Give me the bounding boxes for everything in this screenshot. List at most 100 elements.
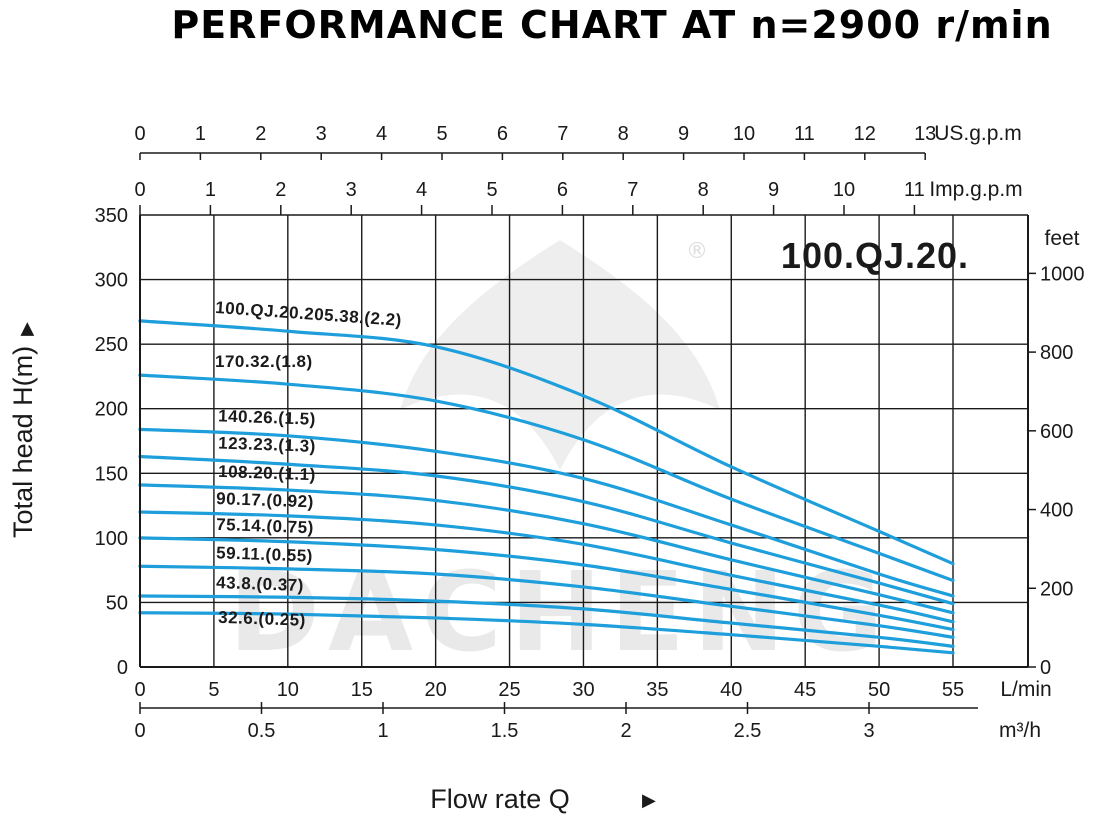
- y-tick-label: 50: [106, 592, 128, 614]
- feet-tick-label: 400: [1040, 500, 1073, 522]
- grid: [140, 214, 1028, 667]
- watermark: DACHENG ®: [229, 239, 892, 676]
- us-gpm-tick-label: 4: [376, 123, 387, 145]
- feet-tick-label: 200: [1040, 578, 1073, 600]
- imp-gpm-tick-label: 9: [768, 179, 779, 201]
- trademark-symbol: ®: [686, 239, 708, 264]
- curve-series: [138, 319, 955, 566]
- x-tick-label: 20: [425, 679, 447, 701]
- x-tick-label: 0: [134, 679, 145, 701]
- imp-gpm-tick-label: 0: [134, 179, 145, 201]
- x-tick-label: 50: [868, 679, 890, 701]
- curve-series: [138, 454, 955, 606]
- us-gpm-tick-label: 0: [134, 123, 145, 145]
- curve-label: 90.17.(0.92): [216, 489, 314, 511]
- imp-gpm-tick-label: 6: [557, 179, 568, 201]
- y-axis-label: Total head H(m) ▶: [8, 322, 38, 538]
- m3h-tick-label: 1.5: [491, 720, 519, 742]
- m3h-tick-label: 0: [134, 720, 145, 742]
- curve-label: 75.14.(0.75): [216, 515, 314, 537]
- x-tick-label: 10: [277, 679, 299, 701]
- feet-tick-label: 600: [1040, 421, 1073, 443]
- curve-label: 140.26.(1.5): [218, 406, 316, 428]
- plot-frame: [139, 215, 1029, 668]
- feet-tick-label: 0: [1040, 657, 1051, 679]
- x-tick-label: 45: [794, 679, 816, 701]
- y-tick-label: 150: [95, 463, 128, 485]
- performance-curves: [138, 319, 955, 655]
- curve-series: [138, 564, 955, 639]
- y-axis-arrow-icon: ▶: [16, 322, 36, 336]
- x-unit-label: L/min: [1000, 678, 1051, 701]
- y-tick-label: 250: [95, 334, 128, 356]
- y-tick-label: 100: [95, 528, 128, 550]
- curve-label: 59.11.(0.55): [216, 543, 313, 565]
- x-tick-label: 40: [720, 679, 742, 701]
- x-tick-label: 30: [572, 679, 594, 701]
- x-tick-label: 5: [208, 679, 219, 701]
- feet-tick-label: 800: [1040, 342, 1073, 364]
- curve-series: [138, 427, 955, 598]
- curve-series: [138, 594, 955, 648]
- curve-label: 100.QJ.20.205.38.(2.2): [215, 298, 403, 330]
- y-tick-label: 200: [95, 399, 128, 421]
- m3h-tick-label: 2.5: [734, 720, 762, 742]
- m3h-unit-label: m³/h: [999, 719, 1041, 742]
- m3h-tick-label: 3: [863, 720, 874, 742]
- curve-label: 43.8.(0.37): [216, 573, 304, 595]
- imp-gpm-tick-label: 10: [833, 179, 855, 201]
- imp-gpm-tick-label: 2: [275, 179, 286, 201]
- model-label: 100.QJ.20.: [781, 235, 969, 276]
- us-gpm-unit-label: US.g.p.m: [934, 122, 1022, 145]
- curve-label: 123.23.(1.3): [218, 434, 316, 456]
- imp-gpm-tick-label: 5: [486, 179, 497, 201]
- x-tick-label: 35: [646, 679, 668, 701]
- y-axis-label-text: Total head H(m): [8, 346, 38, 538]
- us-gpm-tick-label: 1: [195, 123, 206, 145]
- us-gpm-tick-label: 6: [497, 123, 508, 145]
- imp-gpm-tick-label: 4: [416, 179, 427, 201]
- us-gpm-tick-label: 5: [436, 123, 447, 145]
- y-tick-label: 300: [95, 270, 128, 292]
- imp-gpm-unit-label: Imp.g.p.m: [929, 178, 1022, 201]
- m3h-tick-label: 2: [620, 720, 631, 742]
- imp-gpm-tick-label: 1: [205, 179, 216, 201]
- x-tick-label: 55: [942, 679, 964, 701]
- us-gpm-tick-label: 2: [255, 123, 266, 145]
- curve-series: [138, 373, 955, 583]
- curve-label: 170.32.(1.8): [215, 352, 313, 371]
- imp-gpm-tick-label: 11: [904, 179, 925, 201]
- curve-series: [138, 611, 955, 655]
- chart-title: PERFORMANCE CHART AT n=2900 r/min: [171, 3, 1052, 47]
- curve-label: 108.20.(1.1): [218, 462, 316, 484]
- imp-gpm-tick-label: 8: [698, 179, 709, 201]
- us-gpm-tick-label: 11: [794, 123, 815, 145]
- y-tick-label: 0: [117, 657, 128, 679]
- feet-tick-label: 1000: [1040, 263, 1085, 285]
- curve-label: 32.6.(0.25): [218, 608, 306, 630]
- x-axis-arrow-icon: ▶: [642, 790, 656, 811]
- us-gpm-tick-label: 9: [678, 123, 689, 145]
- us-gpm-tick-label: 13: [914, 123, 936, 145]
- us-gpm-tick-label: 3: [316, 123, 327, 145]
- us-gpm-tick-label: 10: [733, 123, 755, 145]
- x-axis-label: Flow rate Q: [430, 784, 570, 814]
- watermark-text: DACHENG: [229, 548, 892, 676]
- x-tick-label: 25: [498, 679, 520, 701]
- us-gpm-tick-label: 12: [854, 123, 876, 145]
- us-gpm-tick-label: 8: [618, 123, 629, 145]
- curve-series: [138, 483, 955, 615]
- m3h-tick-label: 0.5: [248, 720, 276, 742]
- watermark-logo: [400, 240, 720, 470]
- feet-unit-label: feet: [1044, 227, 1079, 250]
- m3h-tick-label: 1: [377, 720, 388, 742]
- x-tick-label: 15: [351, 679, 373, 701]
- us-gpm-tick-label: 7: [557, 123, 568, 145]
- curve-series: [138, 536, 955, 632]
- y-tick-label: 350: [95, 205, 128, 227]
- imp-gpm-tick-label: 3: [346, 179, 357, 201]
- curve-series: [138, 510, 955, 624]
- imp-gpm-tick-label: 7: [627, 179, 638, 201]
